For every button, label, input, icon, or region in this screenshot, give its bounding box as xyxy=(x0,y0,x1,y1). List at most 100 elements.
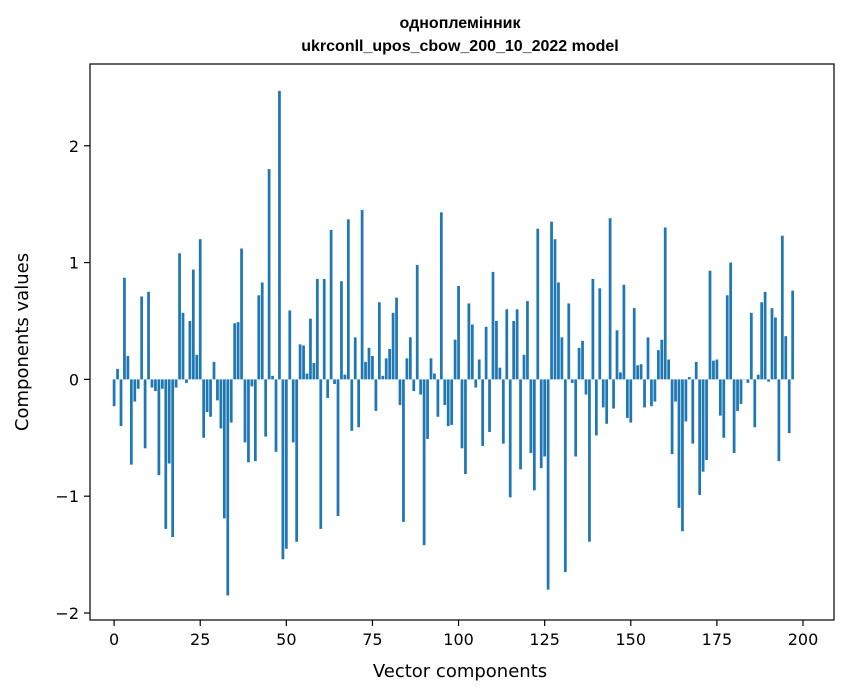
bar-24 xyxy=(195,354,199,380)
bar-196 xyxy=(787,379,791,434)
bar-96 xyxy=(443,379,447,406)
bar-104 xyxy=(470,324,474,380)
bar-44 xyxy=(264,379,268,437)
bar-42 xyxy=(257,295,261,380)
bar-168 xyxy=(691,379,695,444)
bar-7 xyxy=(136,379,140,389)
bar-151 xyxy=(632,308,636,380)
bar-173 xyxy=(708,270,712,380)
bar-73 xyxy=(364,361,367,380)
bar-181 xyxy=(736,379,739,411)
bar-141 xyxy=(598,288,602,380)
bar-108 xyxy=(484,326,488,380)
bar-122 xyxy=(532,379,536,491)
bar-188 xyxy=(760,302,764,380)
bar-192 xyxy=(774,317,777,380)
bar-55 xyxy=(302,345,305,380)
bar-169 xyxy=(694,361,698,380)
bar-47 xyxy=(274,379,278,452)
x-tick-label: 175 xyxy=(702,630,733,649)
x-tick-label: 25 xyxy=(190,630,210,649)
x-tick-label: 75 xyxy=(362,630,382,649)
bar-85 xyxy=(405,358,409,380)
bar-21 xyxy=(185,379,188,383)
y-axis-label: Components values xyxy=(12,253,33,431)
bar-38 xyxy=(243,379,247,443)
bar-5 xyxy=(129,379,133,465)
bar-29 xyxy=(212,361,216,380)
bar-16 xyxy=(167,379,171,464)
bar-138 xyxy=(588,379,591,542)
bar-92 xyxy=(429,358,433,380)
bar-34 xyxy=(229,379,233,423)
bar-54 xyxy=(298,344,302,380)
bar-114 xyxy=(505,309,509,380)
bar-174 xyxy=(712,360,715,380)
bar-48 xyxy=(278,90,281,380)
bar-87 xyxy=(412,379,416,392)
bar-51 xyxy=(288,310,292,380)
bar-60 xyxy=(319,379,323,529)
bar-182 xyxy=(739,379,743,404)
bar-191 xyxy=(770,308,774,380)
bar-135 xyxy=(577,347,581,380)
bar-154 xyxy=(643,379,646,408)
bar-61 xyxy=(322,278,326,380)
bar-176 xyxy=(718,379,722,416)
bar-158 xyxy=(656,350,660,380)
bar-156 xyxy=(650,379,653,407)
bar-106 xyxy=(477,359,481,380)
bar-64 xyxy=(333,379,336,385)
bar-18 xyxy=(174,379,178,388)
bar-67 xyxy=(343,374,347,380)
bar-39 xyxy=(247,379,250,463)
bar-121 xyxy=(529,379,533,453)
bar-10 xyxy=(147,291,150,380)
bar-111 xyxy=(495,320,498,380)
bar-171 xyxy=(701,379,705,472)
bar-165 xyxy=(681,379,684,532)
bar-0 xyxy=(112,379,116,407)
bar-23 xyxy=(191,269,195,380)
bar-22 xyxy=(188,320,192,380)
bar-20 xyxy=(181,312,185,380)
bar-84 xyxy=(402,379,405,522)
y-tick-label: −1 xyxy=(55,487,79,506)
bar-94 xyxy=(436,379,440,417)
bar-150 xyxy=(629,379,633,423)
bar-153 xyxy=(639,364,643,380)
bar-123 xyxy=(536,228,540,380)
bar-53 xyxy=(295,379,299,542)
bar-155 xyxy=(646,337,650,380)
bar-82 xyxy=(395,297,398,380)
bar-195 xyxy=(784,336,788,380)
bar-97 xyxy=(446,379,450,427)
bar-43 xyxy=(260,282,264,380)
bar-167 xyxy=(687,377,691,380)
x-tick-label: 200 xyxy=(788,630,819,649)
bar-142 xyxy=(601,379,605,408)
bar-6 xyxy=(133,379,137,402)
bar-93 xyxy=(433,373,436,380)
y-axis-ticks: −2 −1 0 1 2 xyxy=(55,137,90,623)
bar-180 xyxy=(732,379,736,453)
bar-131 xyxy=(563,379,567,573)
bar-120 xyxy=(526,301,529,380)
bar-186 xyxy=(753,379,757,428)
bar-62 xyxy=(326,379,330,399)
bar-41 xyxy=(253,379,257,462)
bar-125 xyxy=(543,379,547,457)
bar-172 xyxy=(705,379,708,460)
bar-49 xyxy=(281,379,285,560)
bar-163 xyxy=(674,379,677,402)
bar-101 xyxy=(460,379,464,449)
bar-74 xyxy=(367,347,371,380)
bar-102 xyxy=(464,379,467,474)
bar-116 xyxy=(512,320,516,380)
bar-190 xyxy=(767,379,770,382)
bar-127 xyxy=(550,221,553,380)
bar-57 xyxy=(309,318,312,380)
bar-89 xyxy=(419,379,423,395)
y-tick-label: 0 xyxy=(69,370,79,389)
x-tick-label: 50 xyxy=(276,630,296,649)
